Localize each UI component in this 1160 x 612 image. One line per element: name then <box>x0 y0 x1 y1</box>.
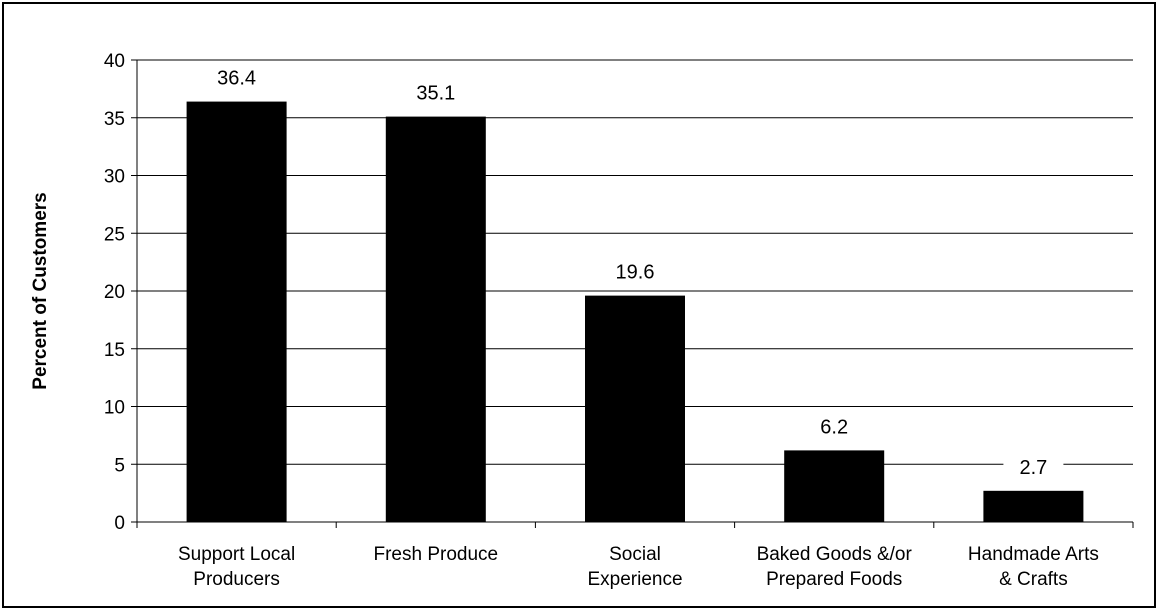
data-label-bg-3 <box>804 414 865 441</box>
data-label-1: 35.1 <box>416 83 455 105</box>
bars <box>186 101 1084 522</box>
y-tick-label-35: 35 <box>104 109 125 130</box>
data-label-bg-0 <box>206 65 267 92</box>
bar-1 <box>385 116 486 522</box>
bar-0 <box>186 101 287 522</box>
y-axis-title: Percent of Customers <box>30 192 51 389</box>
category-label-2-line-0: Social <box>609 544 661 565</box>
category-label-1-line-0: Fresh Produce <box>373 544 498 565</box>
data-label-bg-4 <box>1003 454 1064 481</box>
x-tick-marks <box>136 522 1134 528</box>
category-label-3-line-1: Prepared Foods <box>766 569 902 590</box>
data-label-bg-2 <box>605 259 665 286</box>
y-tick-label-0: 0 <box>114 513 125 534</box>
y-tick-label-25: 25 <box>104 224 125 245</box>
category-label-0-line-0: Support Local <box>178 544 295 565</box>
category-label-2-line-1: Experience <box>587 569 682 590</box>
category-label-3-line-0: Baked Goods &/or <box>757 544 913 565</box>
data-label-2: 19.6 <box>616 262 655 284</box>
data-label-0: 36.4 <box>217 68 256 90</box>
y-tick-labels: 0 5 10 15 20 25 30 35 40 <box>104 51 125 534</box>
data-label-3: 6.2 <box>820 416 848 438</box>
y-tick-label-20: 20 <box>104 282 125 303</box>
bar-4 <box>983 490 1084 522</box>
y-tick-label-10: 10 <box>104 398 125 419</box>
y-tick-label-40: 40 <box>104 51 125 72</box>
category-label-0-line-1: Producers <box>193 569 280 590</box>
data-label-4: 2.7 <box>1019 457 1047 479</box>
bar-3 <box>784 450 885 522</box>
bar-2 <box>585 295 685 522</box>
data-labels: 36.4 35.1 19.6 6.2 2.7 <box>206 65 1064 481</box>
category-label-4-line-1: & Crafts <box>999 569 1068 590</box>
category-labels: Support Local Producers Fresh Produce Socia… <box>178 544 1099 590</box>
y-tick-label-15: 15 <box>104 340 125 361</box>
category-label-4-line-0: Handmade Arts <box>968 544 1099 565</box>
data-label-bg-1 <box>405 80 466 107</box>
y-tick-label-5: 5 <box>114 455 125 476</box>
y-tick-label-30: 30 <box>104 167 125 188</box>
